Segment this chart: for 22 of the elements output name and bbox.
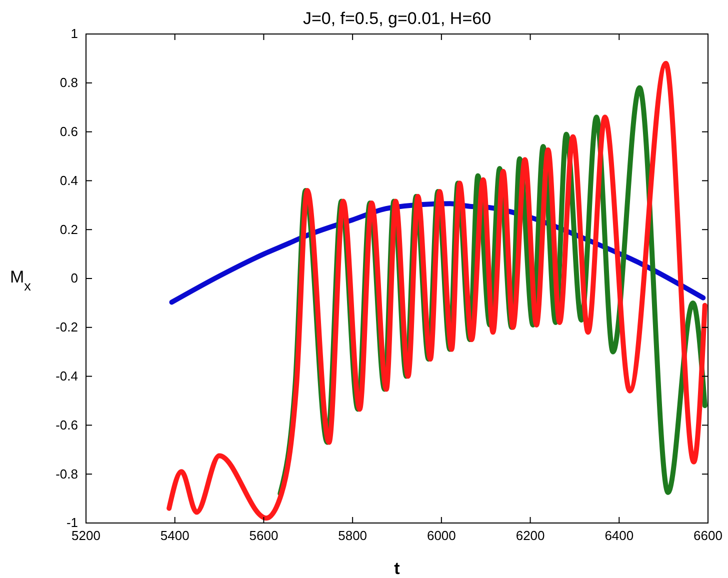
- chart-title: J=0, f=0.5, g=0.01, H=60: [302, 9, 492, 28]
- y-tick-label: 0: [70, 270, 78, 286]
- x-axis-title: t: [394, 559, 400, 578]
- y-tick-label: -0.6: [56, 417, 78, 432]
- y-tick-label: 0.8: [60, 75, 78, 90]
- y-tick-label: 0.6: [60, 124, 78, 139]
- y-tick-label: -0.2: [56, 320, 78, 335]
- x-tick-label: 6400: [604, 528, 634, 544]
- y-tick-label: 1: [70, 26, 78, 42]
- y-tick-label: 0.2: [60, 222, 78, 237]
- x-tick-label: 5600: [249, 528, 278, 544]
- y-axis-title: M$_{x}$: [10, 268, 32, 293]
- y-tick-label: 0.4: [60, 172, 78, 188]
- x-tick-label: 6000: [426, 528, 456, 544]
- y-tick-label: -0.8: [56, 466, 78, 482]
- x-tick-label: 5200: [72, 528, 100, 544]
- x-tick-label: 6600: [694, 528, 722, 544]
- x-tick-label: 5800: [338, 528, 368, 544]
- x-tick-label: 5400: [160, 528, 190, 544]
- x-tick-label: 6200: [516, 528, 545, 544]
- y-tick-label: -0.4: [56, 368, 78, 384]
- y-tick-label: -1: [66, 515, 78, 530]
